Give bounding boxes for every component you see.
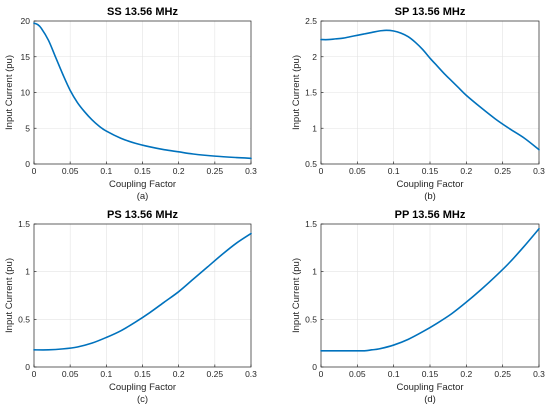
chart-d-xtick-label-4: 0.2: [460, 369, 472, 379]
chart-b-xtick-label-6: 0.3: [533, 166, 545, 176]
chart-b-ylabel: Input Current (pu): [291, 55, 302, 130]
chart-c-ytick-label-2: 1: [25, 267, 30, 277]
chart-d-xtick-label-2: 0.1: [388, 369, 400, 379]
chart-b-series-0-line: [320, 29, 540, 151]
chart-a-xtick-label-2: 0.1: [100, 166, 112, 176]
chart-c-xtick-label-2: 0.1: [100, 369, 112, 379]
chart-d-title: PP 13.56 MHz: [395, 209, 466, 221]
chart-c-xtick-label-5: 0.25: [207, 369, 224, 379]
chart-c-xtick-label-4: 0.2: [173, 369, 185, 379]
chart-a-ytick-label-4: 20: [21, 16, 31, 26]
chart-d-xlabel: Coupling Factor: [396, 382, 463, 393]
chart-c-ylabel: Input Current (pu): [4, 258, 15, 333]
chart-b-xtick-label-3: 0.15: [422, 166, 439, 176]
chart-d-xtick-label-3: 0.15: [422, 369, 439, 379]
chart-b-xtick-label-4: 0.2: [460, 166, 472, 176]
chart-b-ytick-label-3: 2: [312, 52, 317, 62]
chart-a-ylabel: Input Current (pu): [4, 55, 15, 130]
chart-c-xtick-label-0: 0: [32, 369, 37, 379]
chart-c-ytick-label-0: 0: [25, 362, 30, 372]
chart-c-xtick-label-6: 0.3: [245, 369, 257, 379]
chart-c-series-0-line: [33, 232, 252, 351]
chart-a-xtick-label-3: 0.15: [134, 166, 151, 176]
chart-a-xtick-label-5: 0.25: [207, 166, 224, 176]
chart-b-ytick-label-0: 0.5: [305, 159, 317, 169]
chart-d-ytick-label-1: 0.5: [305, 314, 317, 324]
chart-a-title: SS 13.56 MHz: [107, 6, 178, 18]
chart-d-xtick-label-5: 0.25: [494, 369, 511, 379]
chart-c-caption: (c): [137, 394, 148, 405]
chart-a-series-0-line: [33, 22, 252, 160]
chart-d-ytick-label-3: 1.5: [305, 219, 317, 229]
chart-a-ytick-label-1: 5: [25, 123, 30, 133]
chart-b-ytick-label-4: 2.5: [305, 16, 317, 26]
chart-a-xtick-label-0: 0: [32, 166, 37, 176]
chart-c-xtick-label-1: 0.05: [62, 369, 79, 379]
chart-a-xtick-label-6: 0.3: [245, 166, 257, 176]
chart-d-ylabel: Input Current (pu): [291, 258, 302, 333]
chart-b-xlabel: Coupling Factor: [396, 179, 463, 190]
chart-b-title: SP 13.56 MHz: [395, 6, 466, 18]
chart-a-xlabel: Coupling Factor: [109, 179, 176, 190]
chart-d-xtick-label-6: 0.3: [533, 369, 545, 379]
chart-c-ytick-label-3: 1.5: [18, 219, 30, 229]
chart-c-ytick-label-1: 0.5: [18, 314, 30, 324]
chart-d-ytick-label-0: 0: [312, 362, 317, 372]
chart-a-xtick-label-1: 0.05: [62, 166, 79, 176]
chart-a-caption: (a): [137, 191, 149, 202]
chart-d-series-0-line: [320, 227, 540, 352]
chart-a-ytick-label-0: 0: [25, 159, 30, 169]
chart-b-xtick-label-2: 0.1: [388, 166, 400, 176]
chart-c-title: PS 13.56 MHz: [107, 209, 178, 221]
chart-a-ytick-label-2: 10: [21, 88, 31, 98]
chart-c-xlabel: Coupling Factor: [109, 382, 176, 393]
chart-b-xtick-label-5: 0.25: [494, 166, 511, 176]
chart-b-ytick-label-1: 1: [312, 123, 317, 133]
chart-c-xtick-label-3: 0.15: [134, 369, 151, 379]
chart-d-xtick-label-0: 0: [319, 369, 324, 379]
chart-b-xtick-label-1: 0.05: [349, 166, 366, 176]
chart-a-ytick-label-3: 15: [21, 52, 31, 62]
chart-d-ytick-label-2: 1: [312, 267, 317, 277]
chart-b-ytick-label-2: 1.5: [305, 88, 317, 98]
chart-d-xtick-label-1: 0.05: [349, 369, 366, 379]
chart-a-xtick-label-4: 0.2: [173, 166, 185, 176]
chart-d-caption: (d): [424, 394, 436, 405]
chart-b-caption: (b): [424, 191, 436, 202]
chart-b-xtick-label-0: 0: [319, 166, 324, 176]
